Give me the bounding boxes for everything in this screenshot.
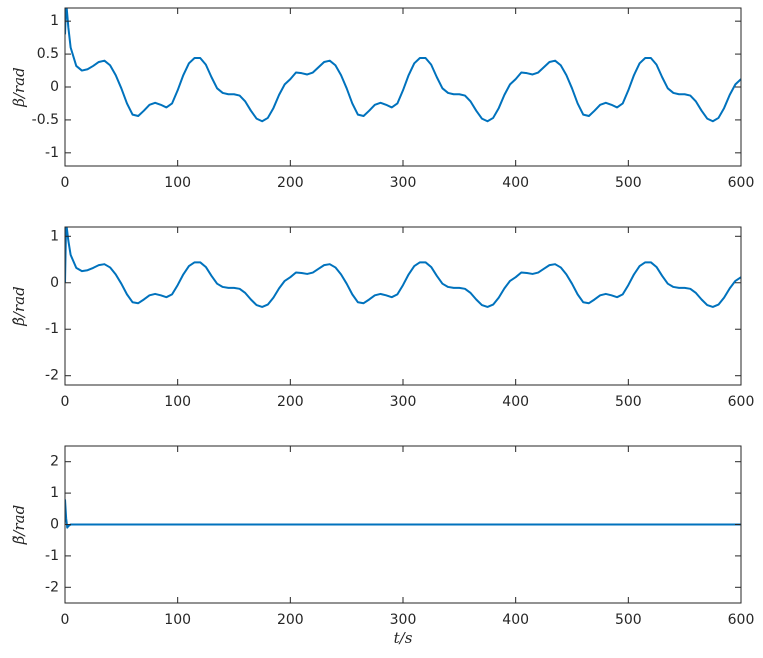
data-line bbox=[65, 227, 741, 308]
x-tick-label: 400 bbox=[502, 394, 529, 410]
data-line bbox=[65, 499, 741, 529]
x-tick-label: 300 bbox=[390, 612, 417, 628]
y-axis-label: β̃/rad bbox=[10, 505, 28, 545]
y-tick-label: -1 bbox=[45, 548, 59, 564]
y-tick-label: -1 bbox=[45, 321, 59, 337]
axes: 0 100 200 300 400 500 600 -1 -0.5 0 0.5 1 β/rad bbox=[10, 7, 755, 191]
y-tick-label: 0.5 bbox=[37, 46, 59, 62]
y-axis-label: β̂/rad bbox=[10, 286, 28, 326]
y-tick-label: -2 bbox=[45, 579, 59, 595]
x-tick-label: 200 bbox=[277, 175, 304, 191]
y-tick-label: -1 bbox=[45, 145, 59, 161]
x-tick-label: 600 bbox=[728, 175, 755, 191]
x-tick-label: 300 bbox=[390, 175, 417, 191]
x-tick-label: 0 bbox=[61, 394, 70, 410]
x-tick-label: 200 bbox=[277, 612, 304, 628]
y-tick-label: 0 bbox=[50, 275, 59, 291]
y-tick-label: 1 bbox=[50, 228, 59, 244]
data-line bbox=[65, 8, 741, 123]
x-tick-label: 0 bbox=[61, 175, 70, 191]
x-tick-label: 100 bbox=[164, 612, 191, 628]
y-tick-label: 0 bbox=[50, 517, 59, 533]
x-tick-label: 600 bbox=[728, 612, 755, 628]
x-tick-label: 400 bbox=[502, 175, 529, 191]
axes-box bbox=[64, 226, 742, 386]
y-axis-label: β/rad bbox=[10, 67, 28, 107]
x-tick-label: 500 bbox=[615, 175, 642, 191]
x-tick-label: 100 bbox=[164, 394, 191, 410]
axes: 0 100 200 300 400 500 600 -2 -1 0 1 2 β̃/rad t/s bbox=[10, 445, 755, 647]
y-tick-label: 0 bbox=[50, 79, 59, 95]
x-tick-label: 300 bbox=[390, 394, 417, 410]
x-tick-label: 0 bbox=[61, 612, 70, 628]
x-tick-label: 200 bbox=[277, 394, 304, 410]
y-tick-label: 2 bbox=[50, 454, 59, 470]
x-tick-label: 500 bbox=[615, 612, 642, 628]
x-tick-label: 400 bbox=[502, 612, 529, 628]
y-tick-label: 1 bbox=[50, 13, 59, 29]
x-tick-label: 500 bbox=[615, 394, 642, 410]
y-tick-label: 1 bbox=[50, 485, 59, 501]
x-axis-label: t/s bbox=[394, 629, 413, 647]
y-tick-label: -2 bbox=[45, 368, 59, 384]
axes: 0 100 200 300 400 500 600 -2 -1 0 1 β̂/rad bbox=[10, 226, 755, 410]
y-tick-label: -0.5 bbox=[32, 112, 59, 128]
x-tick-label: 100 bbox=[164, 175, 191, 191]
axes-box bbox=[64, 7, 742, 167]
x-tick-label: 600 bbox=[728, 394, 755, 410]
